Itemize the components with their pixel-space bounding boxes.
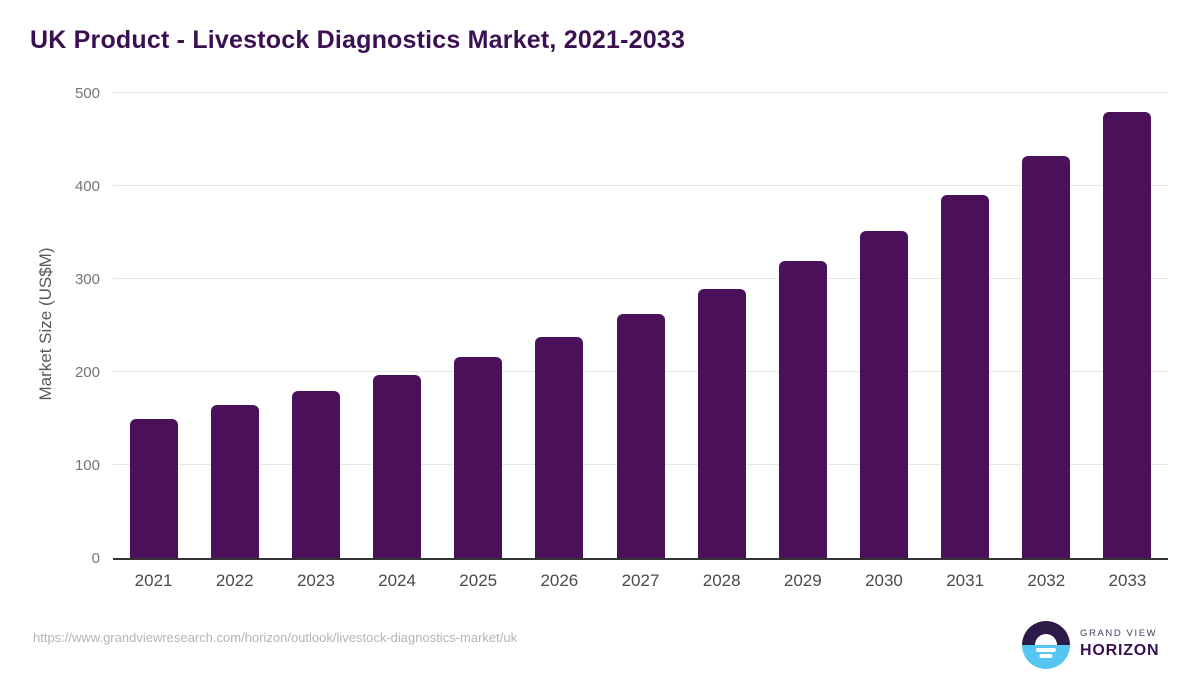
y-tick-label-100: 100 [74,457,100,474]
source-url: https://www.grandviewresearch.com/horizo… [33,630,518,645]
gridline-400 [113,185,1168,186]
bar-2021 [129,418,178,558]
x-tick-label-2030: 2030 [865,571,903,590]
bar-2031 [941,195,990,558]
bar-2027 [616,314,665,558]
x-tick-label-2021: 2021 [134,571,173,590]
bar-2032 [1022,156,1071,558]
grand-view-horizon-logo: GRAND VIEW HORIZON [1022,621,1162,669]
x-tick-label-2031: 2031 [946,571,985,590]
y-tick-label-300: 300 [74,271,100,288]
logo-text: GRAND VIEW HORIZON [1080,628,1159,660]
bar-2024 [373,374,422,558]
chart-title: UK Product - Livestock Diagnostics Marke… [30,26,686,54]
x-tick-label-2028: 2028 [702,571,741,590]
x-tick-label-2026: 2026 [540,571,579,590]
plot-area [113,92,1168,560]
x-tick-label-2024: 2024 [378,571,416,590]
x-tick-label-2025: 2025 [459,571,498,590]
bar-2026 [535,336,584,558]
y-tick-label-200: 200 [74,364,100,381]
bar-2025 [454,357,503,558]
bar-2030 [859,230,908,558]
sun-reflection-bar-1 [1036,648,1056,652]
x-axis-tick-labels: 2021 2022 2023 2024 2025 2026 2027 2028 2029 2030… [113,571,1168,591]
gridline-500 [113,92,1168,93]
x-tick-label-2027: 2027 [621,571,660,590]
horizon-sunrise-icon [1022,621,1070,669]
bar-2023 [291,390,340,558]
gridline-300 [113,278,1168,279]
x-tick-label-2029: 2029 [783,571,822,590]
x-tick-label-2022: 2022 [215,571,254,590]
bar-2022 [210,404,259,558]
x-tick-label-2032: 2032 [1027,571,1066,590]
y-tick-label-400: 400 [74,178,100,195]
bar-2029 [778,261,827,558]
sun-reflection-bar-2 [1039,654,1053,658]
y-tick-label-500: 500 [74,85,100,102]
x-tick-label-2033: 2033 [1108,571,1147,590]
bar-2033 [1103,111,1152,558]
sun-shape [1035,634,1057,645]
y-tick-label-0: 0 [91,550,100,567]
logo-text-horizon: HORIZON [1080,642,1160,659]
y-axis-tick-labels: 0 100 200 300 400 500 [0,0,100,675]
x-tick-label-2023: 2023 [296,571,335,590]
logo-text-grand-view: GRAND VIEW [1080,628,1158,639]
bar-2028 [697,289,746,558]
